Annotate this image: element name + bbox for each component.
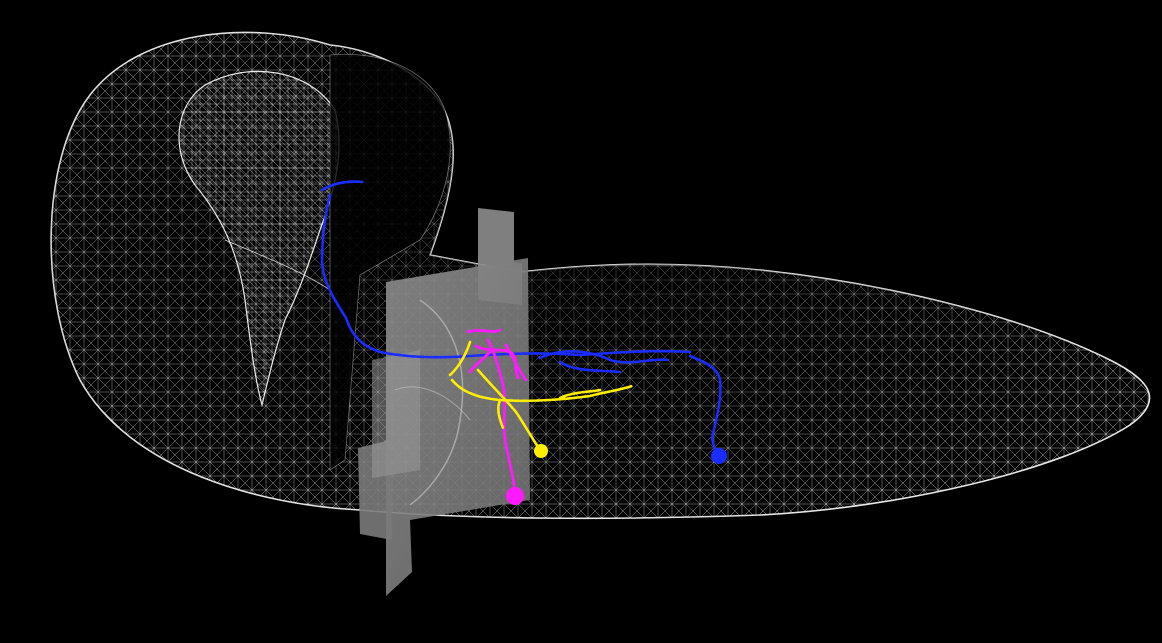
blue-neuron-branch	[468, 349, 692, 358]
blue-neuron-branch	[538, 350, 670, 364]
yellow-neuron-branch	[497, 398, 505, 430]
yellow-neuron-soma	[534, 444, 548, 458]
blue-neuron-branch	[320, 180, 364, 192]
image-slice-planes	[358, 208, 530, 596]
blue-neuron-branch	[558, 360, 622, 374]
blue-neuron-branch	[320, 193, 472, 359]
yellow-neuron-branch	[448, 340, 472, 377]
magenta-neuron	[466, 328, 528, 505]
magenta-neuron-branch	[486, 338, 517, 496]
magenta-neuron-branch	[504, 343, 528, 382]
magenta-neuron-branch	[468, 350, 492, 374]
head-cutaway	[329, 53, 451, 471]
magenta-neuron-soma	[506, 487, 524, 505]
magenta-neuron-branch	[466, 328, 502, 334]
yellow-neuron	[448, 340, 634, 458]
yellow-neuron-branch	[450, 378, 634, 403]
yellow-neuron-branch	[476, 368, 542, 452]
blue-neuron-soma	[711, 448, 727, 464]
blue-neuron	[320, 180, 727, 464]
yellow-neuron-branch	[558, 388, 602, 400]
neuron-traces	[320, 180, 727, 505]
